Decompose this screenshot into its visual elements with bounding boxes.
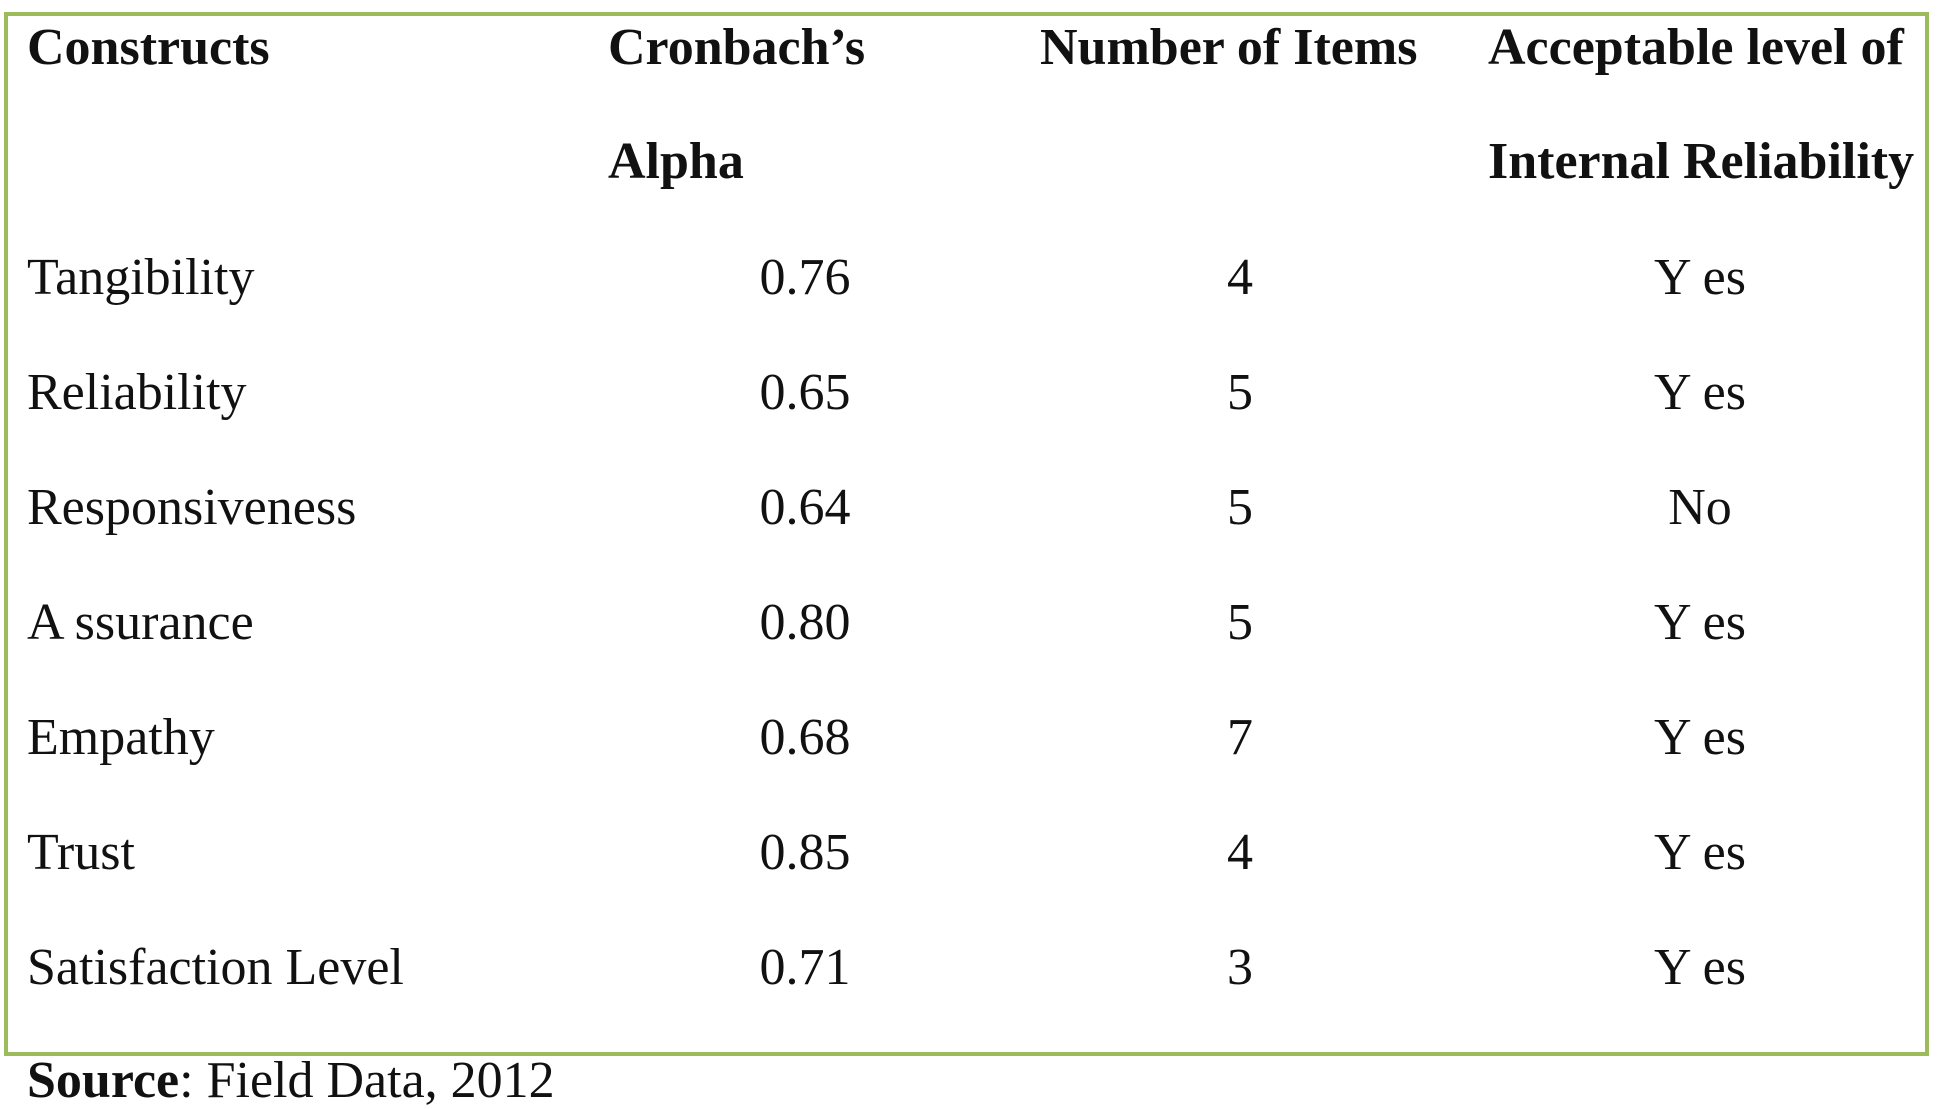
row-alpha: 0.76	[759, 249, 851, 306]
row-alpha: 0.85	[759, 824, 851, 881]
header-constructs: Constructs	[27, 19, 270, 76]
header-acceptable-line2: Internal Reliability	[1488, 133, 1915, 190]
row-acceptable: No	[1668, 479, 1732, 536]
row-construct: Responsiveness	[27, 479, 357, 536]
row-acceptable: Y es	[1654, 249, 1746, 306]
row-acceptable: Y es	[1654, 824, 1746, 881]
row-items: 3	[1227, 939, 1253, 996]
row-construct: Satisfaction Level	[27, 939, 404, 996]
row-acceptable: Y es	[1654, 709, 1746, 766]
source-line: Source: Field Data, 2012	[27, 1055, 555, 1107]
row-construct: Empathy	[27, 709, 215, 766]
header-alpha-line1: Cronbach’s	[608, 19, 866, 76]
row-alpha: 0.64	[759, 479, 851, 536]
row-items: 5	[1227, 479, 1253, 536]
row-items: 4	[1227, 824, 1253, 881]
row-alpha: 0.71	[759, 939, 851, 996]
row-alpha: 0.80	[759, 594, 851, 651]
row-construct: Trust	[27, 824, 135, 881]
row-construct: A ssurance	[27, 594, 254, 651]
table-border	[4, 12, 1929, 1056]
row-alpha: 0.65	[759, 364, 851, 421]
header-acceptable-line1: Acceptable level of	[1488, 19, 1904, 76]
row-construct: Tangibility	[27, 249, 255, 306]
row-acceptable: Y es	[1654, 364, 1746, 421]
row-items: 4	[1227, 249, 1253, 306]
row-items: 7	[1227, 709, 1253, 766]
row-acceptable: Y es	[1654, 939, 1746, 996]
row-acceptable: Y es	[1654, 594, 1746, 651]
row-items: 5	[1227, 594, 1253, 651]
header-alpha-line2: Alpha	[608, 133, 744, 190]
row-alpha: 0.68	[759, 709, 851, 766]
header-number-of-items: Number of Items	[1040, 19, 1418, 76]
row-items: 5	[1227, 364, 1253, 421]
source-text: : Field Data, 2012	[179, 1052, 555, 1109]
source-label: Source	[27, 1052, 180, 1109]
row-construct: Reliability	[27, 364, 247, 421]
